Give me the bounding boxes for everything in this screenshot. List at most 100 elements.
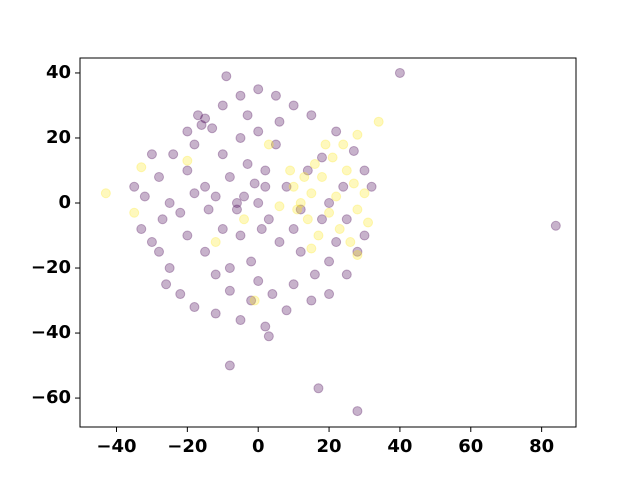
point (260, 165, 271, 176)
point (136, 162, 147, 173)
point (263, 214, 274, 225)
point (327, 152, 338, 163)
point (200, 181, 211, 192)
point (239, 191, 250, 202)
point (288, 224, 299, 235)
point (281, 305, 292, 316)
x-tick-label: 0 (252, 436, 265, 457)
point (129, 181, 140, 192)
point (274, 116, 285, 127)
point (295, 197, 306, 208)
x-tick-label: 80 (529, 436, 554, 457)
point (295, 246, 306, 257)
point (210, 308, 221, 319)
point (260, 181, 271, 192)
point (352, 406, 363, 417)
point (324, 207, 335, 218)
point (267, 289, 278, 300)
point (224, 171, 235, 182)
point (249, 178, 260, 189)
point (270, 139, 281, 150)
point (154, 246, 165, 257)
point (161, 279, 172, 290)
point (359, 165, 370, 176)
point (182, 126, 193, 137)
point (246, 256, 257, 267)
point (270, 90, 281, 101)
y-tick-label: 20 (46, 127, 71, 148)
point (302, 214, 313, 225)
point (348, 178, 359, 189)
point (263, 331, 274, 342)
point (168, 149, 179, 160)
point (295, 204, 306, 215)
point (146, 149, 157, 160)
point (313, 230, 324, 241)
point (253, 126, 264, 137)
x-tick-label: −20 (167, 436, 207, 457)
x-tick-label: 20 (317, 436, 342, 457)
point (175, 207, 186, 218)
point (192, 110, 203, 121)
point (189, 139, 200, 150)
point (316, 171, 327, 182)
point (352, 204, 363, 215)
point (309, 269, 320, 280)
point (285, 165, 296, 176)
y-tick-label: 40 (46, 62, 71, 83)
point (242, 158, 253, 169)
point (338, 139, 349, 150)
point (274, 201, 285, 212)
x-tick-label: −40 (96, 436, 136, 457)
point (324, 289, 335, 300)
point (324, 197, 335, 208)
point (249, 295, 260, 306)
point (224, 285, 235, 296)
y-tick-label: −40 (31, 322, 71, 343)
point (217, 149, 228, 160)
point (302, 165, 313, 176)
point (394, 67, 405, 78)
point (263, 139, 274, 150)
point (182, 230, 193, 241)
point (363, 217, 374, 228)
point (210, 269, 221, 280)
point (334, 224, 345, 235)
point (235, 132, 246, 143)
point (221, 71, 232, 82)
point (316, 214, 327, 225)
point (100, 188, 111, 199)
point (139, 191, 150, 202)
point (352, 250, 363, 261)
point (246, 295, 257, 306)
point (235, 315, 246, 326)
point (207, 123, 218, 134)
point (341, 269, 352, 280)
point (274, 237, 285, 248)
point (253, 197, 264, 208)
point (203, 204, 214, 215)
point (224, 263, 235, 274)
point (164, 263, 175, 274)
point (359, 188, 370, 199)
point (348, 145, 359, 156)
point (306, 110, 317, 121)
points (100, 67, 561, 417)
point (200, 113, 211, 124)
point (373, 116, 384, 127)
point (341, 214, 352, 225)
point (550, 220, 561, 231)
x-tick-label: 40 (387, 436, 412, 457)
point (154, 171, 165, 182)
point (196, 119, 207, 130)
point (288, 279, 299, 290)
point (324, 256, 335, 267)
point (164, 197, 175, 208)
point (235, 230, 246, 241)
point (136, 224, 147, 235)
point (292, 204, 303, 215)
point (210, 237, 221, 248)
point (299, 171, 310, 182)
point (200, 246, 211, 257)
point (217, 224, 228, 235)
